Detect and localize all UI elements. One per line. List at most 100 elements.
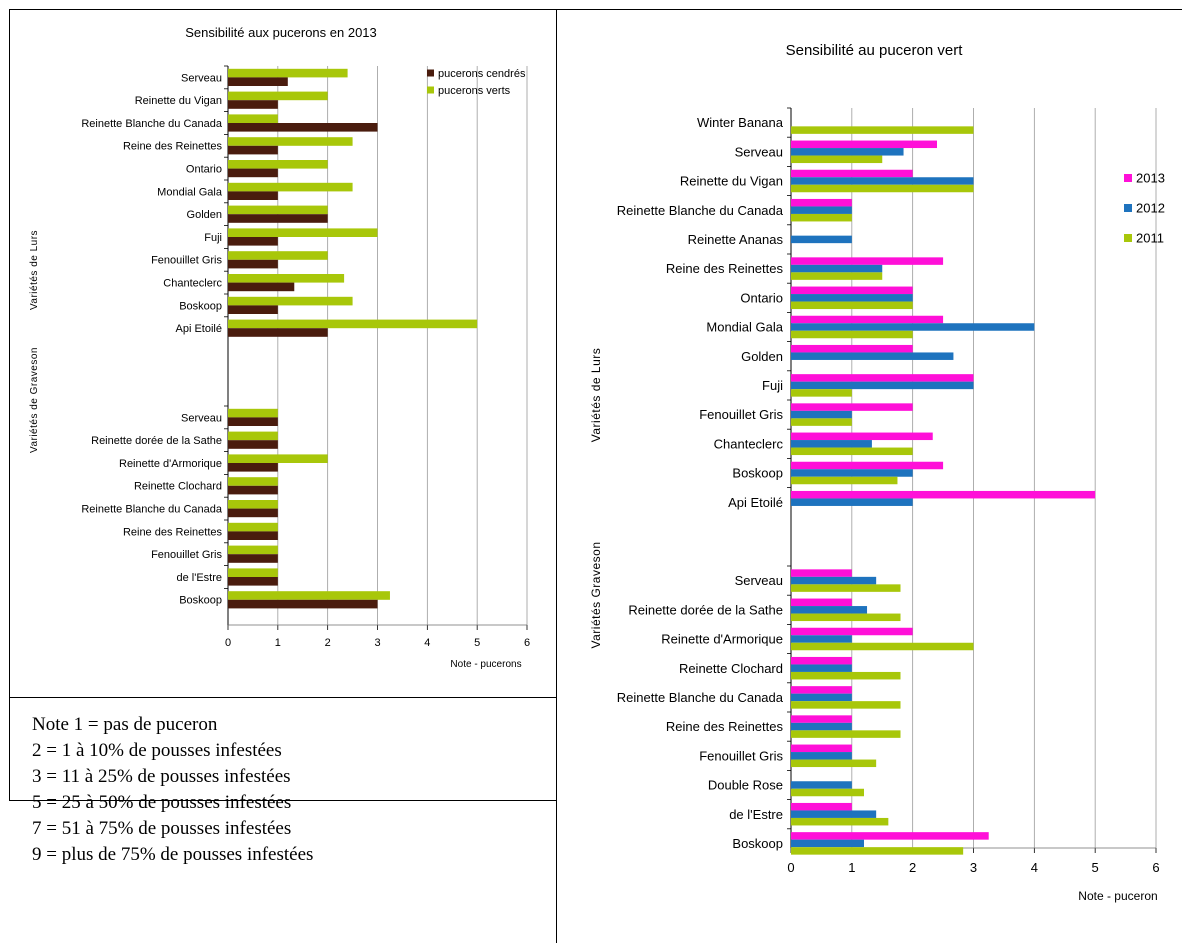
bar-2013: [791, 627, 913, 636]
bar-pucerons-verts: [228, 454, 328, 463]
bar-pucerons-verts: [228, 545, 278, 555]
right-chart-frame: [556, 9, 1182, 943]
bar-2012: [791, 177, 974, 185]
category-label: Fenouillet Gris: [699, 407, 783, 422]
bar-pucerons-verts: [228, 114, 278, 123]
category-label: Reinette dorée de la Sathe: [91, 435, 222, 447]
bar-2012: [791, 722, 852, 731]
rating-legend-box: Note 1 = pas de puceron 2 = 1 à 10% de p…: [9, 697, 557, 865]
category-label: Serveau: [181, 412, 222, 424]
category-label: Reinette Blanche du Canada: [617, 690, 784, 705]
bar-pucerons-cendr-s: [228, 328, 328, 337]
bar-2011: [791, 330, 913, 339]
bar-2011: [791, 447, 913, 456]
category-label: Api Etoilé: [176, 323, 222, 335]
category-label: Reinette Clochard: [134, 481, 222, 493]
bar-2012: [791, 664, 852, 672]
category-label: Reine des Reinettes: [666, 719, 784, 734]
category-label: Fuji: [762, 378, 783, 393]
x-tick-label: 0: [787, 860, 794, 875]
bar-pucerons-cendr-s: [228, 168, 278, 178]
bar-pucerons-cendr-s: [228, 599, 378, 609]
bar-2011: [791, 788, 864, 797]
group-label: Variétés de Graveson: [29, 347, 40, 453]
bar-2011: [791, 817, 889, 826]
bar-2012: [791, 576, 877, 585]
bar-pucerons-cendr-s: [228, 485, 278, 495]
bar-pucerons-verts: [228, 568, 278, 577]
bar-pucerons-verts: [228, 274, 345, 283]
legend-label: 2013: [1136, 171, 1165, 186]
category-label: Winter Banana: [697, 115, 784, 130]
category-label: Reinette du Vigan: [135, 95, 222, 107]
category-label: Reinette Ananas: [688, 232, 784, 247]
bar-2013: [791, 715, 852, 723]
chart-2: Sensibilité au puceron vert 0 1 2 3 4 5 6 Note -…: [589, 42, 1165, 903]
group-label: Variétés de Lurs: [29, 230, 40, 310]
bar-2012: [791, 235, 852, 244]
x-tick-label: 5: [1092, 860, 1099, 875]
bar-2011: [791, 389, 852, 397]
category-label: Reine des Reinettes: [123, 526, 223, 538]
bar-pucerons-cendr-s: [228, 259, 278, 269]
bar-2011: [791, 584, 901, 592]
category-label: Reinette d'Armorique: [661, 632, 783, 647]
bar-2011: [791, 418, 852, 426]
category-label: Serveau: [735, 573, 783, 588]
x-tick-label: 6: [1152, 860, 1159, 875]
bar-pucerons-verts: [228, 205, 328, 215]
bar-2011: [791, 613, 901, 622]
bar-pucerons-cendr-s: [228, 417, 278, 426]
bar-pucerons-verts: [228, 431, 278, 441]
category-label: Ontario: [186, 163, 222, 175]
bar-2011: [791, 476, 898, 485]
category-label: de l'Estre: [729, 807, 783, 822]
bar-2013: [791, 598, 852, 607]
category-label: Reinette Clochard: [679, 661, 783, 676]
bar-2013: [791, 569, 852, 577]
bar-pucerons-cendr-s: [228, 100, 278, 109]
bar-2013: [791, 832, 989, 840]
bar-2012: [791, 148, 904, 156]
legend-swatch: [1124, 234, 1132, 242]
bar-2013: [791, 257, 944, 265]
bar-2012: [791, 410, 852, 419]
note-line: 3 = 11 à 25% de pousses infestées: [32, 766, 291, 787]
category-label: Fenouillet Gris: [151, 549, 222, 561]
bar-2011: [791, 126, 974, 134]
category-label: Boskoop: [179, 300, 222, 312]
category-label: Reinette du Vigan: [680, 174, 783, 189]
bar-2013: [791, 432, 933, 441]
category-label: Reinette Blanche du Canada: [81, 118, 223, 130]
bar-pucerons-verts: [228, 91, 328, 101]
bar-2012: [791, 440, 872, 448]
category-label: de l'Estre: [176, 572, 222, 584]
bar-2011: [791, 155, 883, 164]
x-tick-label: 5: [474, 637, 480, 649]
note-line: 5 = 25 à 50% de pousses infestées: [32, 792, 292, 813]
legend-swatch: [427, 86, 434, 94]
bar-2013: [791, 140, 937, 149]
bar-2011: [791, 847, 964, 855]
bar-2013: [791, 656, 852, 665]
legend-label: pucerons verts: [438, 85, 511, 97]
x-axis-label: Note - puceron: [1078, 889, 1157, 903]
legend-swatch: [1124, 204, 1132, 212]
bar-2013: [791, 490, 1096, 499]
x-tick-label: 1: [275, 637, 281, 649]
bar-pucerons-cendr-s: [228, 577, 278, 586]
bar-2012: [791, 381, 974, 390]
bar-2012: [791, 469, 913, 477]
x-tick-label: 2: [325, 637, 331, 649]
bar-2011: [791, 759, 877, 768]
bar-pucerons-cendr-s: [228, 531, 278, 540]
bar-2011: [791, 701, 901, 709]
category-label: Serveau: [181, 72, 222, 84]
bar-2013: [791, 169, 913, 178]
bar-pucerons-cendr-s: [228, 508, 278, 518]
note-line: 9 = plus de 75% de pousses infestées: [32, 844, 314, 865]
legend-label: 2012: [1136, 201, 1165, 216]
legend-label: 2011: [1136, 231, 1164, 246]
note-line: 7 = 51 à 75% de pousses infestées: [32, 818, 292, 839]
bar-2011: [791, 671, 901, 680]
